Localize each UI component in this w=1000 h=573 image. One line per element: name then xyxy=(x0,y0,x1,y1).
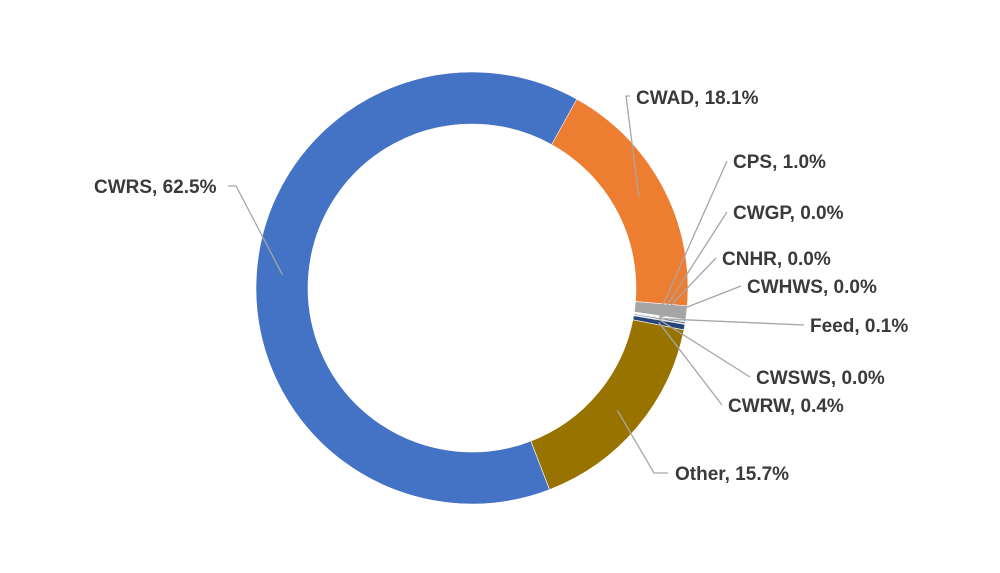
label-cwad: CWAD, 18.1% xyxy=(636,88,759,109)
label-other: Other, 15.7% xyxy=(675,464,789,485)
label-cwrs: CWRS, 62.5% xyxy=(94,177,217,198)
slice-other xyxy=(530,319,685,491)
leader-cwrw xyxy=(658,322,723,406)
leader-other xyxy=(616,410,668,474)
slice-cwad xyxy=(548,97,689,307)
donut-slices xyxy=(255,71,689,505)
leader-cwsws xyxy=(658,319,751,378)
leader-feed xyxy=(659,318,805,326)
leader-cwgp xyxy=(659,211,728,317)
label-cwrw: CWRW, 0.4% xyxy=(728,396,844,417)
label-cwhws: CWHWS, 0.0% xyxy=(747,277,877,298)
label-cnhr: CNHR, 0.0% xyxy=(722,249,831,270)
leader-cps xyxy=(660,160,728,311)
label-feed: Feed, 0.1% xyxy=(810,316,908,337)
label-cwgp: CWGP, 0.0% xyxy=(733,203,844,224)
label-cps: CPS, 1.0% xyxy=(733,152,826,173)
leader-lines xyxy=(228,95,805,474)
leader-cwrs xyxy=(228,185,284,276)
label-cwsws: CWSWS, 0.0% xyxy=(756,368,885,389)
leader-cwad xyxy=(625,95,640,198)
leader-cnhr xyxy=(659,257,717,318)
leader-cwhws xyxy=(659,285,742,319)
slice-cwrs xyxy=(255,71,578,505)
